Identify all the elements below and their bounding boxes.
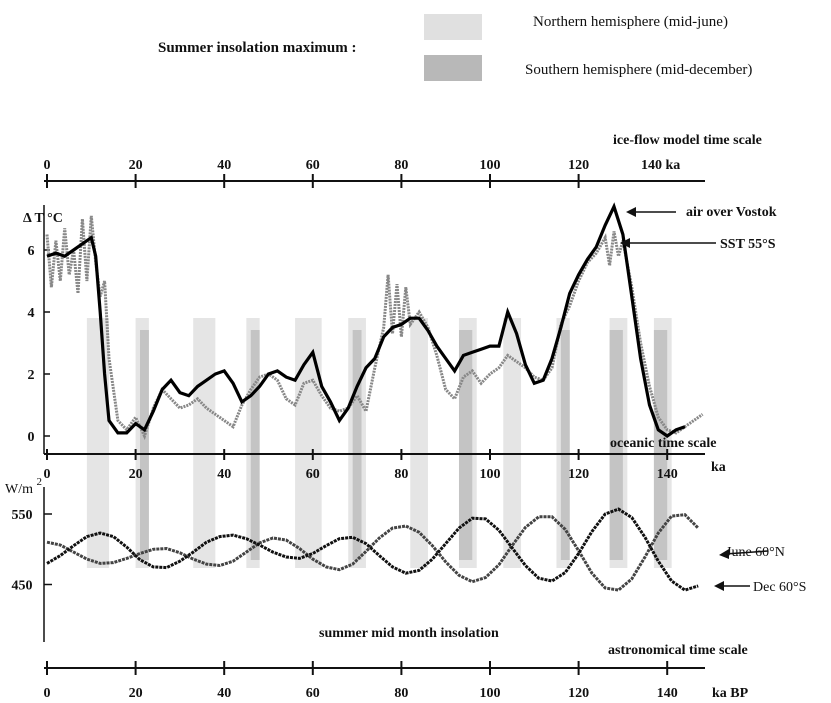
band-northern-4 (295, 318, 322, 568)
ocean-tick-label-20: 20 (129, 467, 143, 482)
legend-swatch-northern (424, 14, 482, 40)
ocean-tick-label-120: 120 (568, 467, 589, 482)
band-southern-4 (560, 330, 570, 560)
annotation-sst: SST 55°S (720, 237, 776, 252)
band-southern-2 (352, 330, 362, 560)
top-tick-label-100: 100 (480, 158, 501, 173)
band-northern-8 (503, 318, 522, 568)
lower-caption: summer mid month insolation (319, 626, 499, 641)
lower-y-title-exp: 2 (37, 476, 43, 488)
series-dec-60s (46, 507, 699, 592)
arrow-dec-head (714, 581, 724, 591)
arrow-air-head (626, 207, 636, 217)
insolation-bands (86, 318, 672, 568)
bottom-tick-label-60: 60 (306, 686, 320, 701)
bottom-axis-unit: ka BP (712, 686, 749, 701)
legend-swatch-southern (424, 55, 482, 81)
band-southern-5 (609, 330, 623, 560)
arrow-june-head (719, 549, 729, 559)
bottom-axis: astronomical time scale 0 20 40 60 80 100 120 1… (44, 643, 749, 701)
bottom-tick-label-40: 40 (217, 686, 231, 701)
series-air-over-vostok (46, 202, 686, 438)
annotation-june: June 60°N (726, 545, 785, 560)
lower-y-title-base: W/m (5, 482, 33, 497)
legend-title: Summer insolation maximum : (158, 40, 356, 56)
ocean-tick-label-40: 40 (217, 467, 231, 482)
ocean-tick-label-140: 140 (657, 467, 678, 482)
lower-panel: W/m 2 450 550 summer mid month insolation… (5, 476, 806, 642)
annotation-air-over-vostok: air over Vostok (686, 205, 777, 220)
band-southern-0 (140, 330, 149, 560)
band-northern-0 (86, 318, 110, 568)
top-tick-label-120: 120 (568, 158, 589, 173)
bottom-tick-label-100: 100 (480, 686, 501, 701)
bottom-tick-label-20: 20 (129, 686, 143, 701)
bottom-tick-label-0: 0 (44, 686, 51, 701)
top-axis: 0 20 40 60 80 100 120 ice-flow model time scal… (44, 133, 762, 188)
arrow-june (724, 550, 769, 555)
band-southern-3 (458, 330, 473, 560)
upper-ytick-label-2: 2 (28, 368, 35, 383)
top-tick-label-40: 40 (217, 158, 231, 173)
top-axis-title: ice-flow model time scale (613, 133, 762, 148)
top-tick-label-60: 60 (306, 158, 320, 173)
band-northern-2 (193, 318, 216, 568)
top-axis-end-label: 140 ka (641, 158, 680, 173)
ocean-tick-label-80: 80 (394, 467, 408, 482)
upper-panel: 0 2 4 6 Δ T °C 0 20 40 60 80 100 120 140 oceanic t… (23, 202, 777, 482)
top-tick-label-20: 20 (129, 158, 143, 173)
lower-ytick-label-550: 550 (12, 508, 33, 523)
ocean-tick-label-100: 100 (480, 467, 501, 482)
legend-northern-label: Northern hemisphere (mid-june) (533, 14, 728, 30)
lower-y-title: W/m 2 (5, 476, 42, 497)
top-tick-label-80: 80 (394, 158, 408, 173)
legend: Summer insolation maximum : Northern hem… (158, 14, 752, 81)
ocean-tick-label-60: 60 (306, 467, 320, 482)
upper-ytick-label-0: 0 (28, 430, 35, 445)
legend-southern-label: Southern hemisphere (mid-december) (525, 62, 752, 78)
bottom-tick-label-140: 140 (657, 686, 678, 701)
series-sst-55s (45, 215, 704, 441)
upper-y-title: Δ T °C (23, 211, 63, 226)
series-june-60n (46, 513, 700, 592)
upper-ytick-label-6: 6 (28, 244, 35, 259)
bottom-tick-label-120: 120 (568, 686, 589, 701)
oceanic-axis-unit: ka (711, 460, 726, 475)
bottom-tick-label-80: 80 (394, 686, 408, 701)
band-northern-6 (410, 318, 428, 568)
oceanic-axis-title: oceanic time scale (610, 436, 717, 451)
upper-ytick-label-4: 4 (28, 306, 35, 321)
lower-ytick-label-450: 450 (12, 579, 33, 594)
band-southern-1 (250, 330, 260, 560)
band-southern-6 (653, 330, 668, 560)
ocean-tick-label-0: 0 (44, 467, 51, 482)
annotation-dec: Dec 60°S (753, 580, 806, 595)
top-tick-label-0: 0 (44, 158, 51, 173)
arrow-sst-head (620, 238, 630, 248)
bottom-axis-title: astronomical time scale (608, 643, 748, 658)
